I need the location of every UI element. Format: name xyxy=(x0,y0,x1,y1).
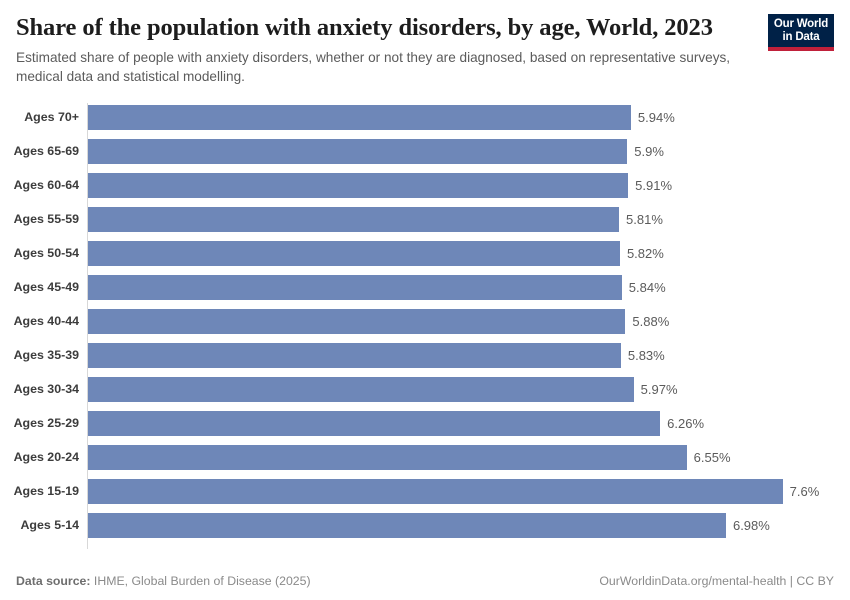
bar[interactable] xyxy=(88,309,626,334)
bar-category-label: Ages 5-14 xyxy=(20,518,79,532)
bar-value-label: 6.26% xyxy=(667,416,705,431)
bar-value-label: 5.9% xyxy=(634,144,664,159)
bar-category-label: Ages 15-19 xyxy=(13,484,79,498)
bar-container[interactable]: 5.82% xyxy=(88,241,664,266)
bar-value-label: 5.83% xyxy=(627,348,665,363)
bar[interactable] xyxy=(88,343,621,368)
bar-category-label: Ages 50-54 xyxy=(13,246,79,260)
bar[interactable] xyxy=(88,445,687,470)
bar-value-label: 5.81% xyxy=(626,212,663,227)
attribution-link[interactable]: OurWorldinData.org/mental-health | CC BY xyxy=(599,574,834,588)
bar-category-label: Ages 40-44 xyxy=(13,314,79,328)
bar-category-label: Ages 70+ xyxy=(24,110,79,124)
owid-logo[interactable]: Our World in Data xyxy=(768,14,834,51)
data-source-label: Data source: xyxy=(16,574,91,588)
y-axis-line xyxy=(87,103,88,549)
bar-row[interactable]: Ages 70+ 5.94% xyxy=(0,100,850,134)
bar[interactable] xyxy=(88,479,783,504)
bar[interactable] xyxy=(88,411,661,436)
bar-row[interactable]: Ages 65-69 5.9% xyxy=(0,134,850,168)
bar-value-label: 5.82% xyxy=(626,246,664,261)
bar-container[interactable]: 5.91% xyxy=(88,173,672,198)
bar-row[interactable]: Ages 30-34 5.97% xyxy=(0,372,850,406)
bar-value-label: 5.84% xyxy=(628,280,666,295)
bar[interactable] xyxy=(88,207,620,232)
bar-row[interactable]: Ages 5-14 6.98% xyxy=(0,508,850,542)
bar[interactable] xyxy=(88,377,634,402)
bar-value-label: 5.97% xyxy=(640,382,678,397)
bar-row[interactable]: Ages 20-24 6.55% xyxy=(0,440,850,474)
bar[interactable] xyxy=(88,139,628,164)
bar-chart: Ages 70+ 5.94% Ages 65-69 5.9% Ages 60-64 5.9… xyxy=(0,100,850,552)
bar[interactable] xyxy=(88,173,629,198)
bar-row[interactable]: Ages 45-49 5.84% xyxy=(0,270,850,304)
bar[interactable] xyxy=(88,105,631,130)
bar-container[interactable]: 5.88% xyxy=(88,309,669,334)
bar-category-label: Ages 65-69 xyxy=(13,144,79,158)
bar-value-label: 5.88% xyxy=(632,314,670,329)
bar-container[interactable]: 5.83% xyxy=(88,343,665,368)
bar-value-label: 7.6% xyxy=(789,484,820,499)
logo-line-2: in Data xyxy=(782,31,820,43)
bar-row[interactable]: Ages 60-64 5.91% xyxy=(0,168,850,202)
bar-container[interactable]: 6.26% xyxy=(88,411,704,436)
bar-row[interactable]: Ages 55-59 5.81% xyxy=(0,202,850,236)
chart-header: Share of the population with anxiety dis… xyxy=(0,0,850,86)
bar-value-label: 5.94% xyxy=(637,110,675,125)
bar-category-label: Ages 45-49 xyxy=(13,280,79,294)
bar-category-label: Ages 35-39 xyxy=(13,348,79,362)
bar-category-label: Ages 60-64 xyxy=(13,178,79,192)
bar-container[interactable]: 5.84% xyxy=(88,275,666,300)
bar-category-label: Ages 25-29 xyxy=(13,416,79,430)
bar-container[interactable]: 5.94% xyxy=(88,105,675,130)
bar-category-label: Ages 55-59 xyxy=(13,212,79,226)
bar-value-label: 6.98% xyxy=(732,518,770,533)
bar-row[interactable]: Ages 15-19 7.6% xyxy=(0,474,850,508)
bar-rows: Ages 70+ 5.94% Ages 65-69 5.9% Ages 60-64 5.9… xyxy=(0,100,850,542)
bar-category-label: Ages 30-34 xyxy=(13,382,79,396)
bar-row[interactable]: Ages 50-54 5.82% xyxy=(0,236,850,270)
bar-container[interactable]: 7.6% xyxy=(88,479,819,504)
data-source-text: IHME, Global Burden of Disease (2025) xyxy=(90,574,311,588)
bar-row[interactable]: Ages 25-29 6.26% xyxy=(0,406,850,440)
bar-container[interactable]: 6.55% xyxy=(88,445,731,470)
logo-line-1: Our World xyxy=(773,18,829,30)
bar-container[interactable]: 5.97% xyxy=(88,377,678,402)
bar[interactable] xyxy=(88,513,726,538)
chart-subtitle: Estimated share of people with anxiety d… xyxy=(16,50,731,84)
bar[interactable] xyxy=(88,241,620,266)
bar-row[interactable]: Ages 35-39 5.83% xyxy=(0,338,850,372)
page-title: Share of the population with anxiety dis… xyxy=(16,14,713,41)
bar-container[interactable]: 5.81% xyxy=(88,207,663,232)
bar-value-label: 5.91% xyxy=(635,178,673,193)
bar[interactable] xyxy=(88,275,622,300)
bar-container[interactable]: 6.98% xyxy=(88,513,770,538)
chart-footer: Data source: IHME, Global Burden of Dise… xyxy=(0,574,850,588)
bar-row[interactable]: Ages 40-44 5.88% xyxy=(0,304,850,338)
data-source: Data source: IHME, Global Burden of Dise… xyxy=(16,574,311,588)
bar-category-label: Ages 20-24 xyxy=(13,450,79,464)
bar-value-label: 6.55% xyxy=(693,450,731,465)
bar-container[interactable]: 5.9% xyxy=(88,139,664,164)
